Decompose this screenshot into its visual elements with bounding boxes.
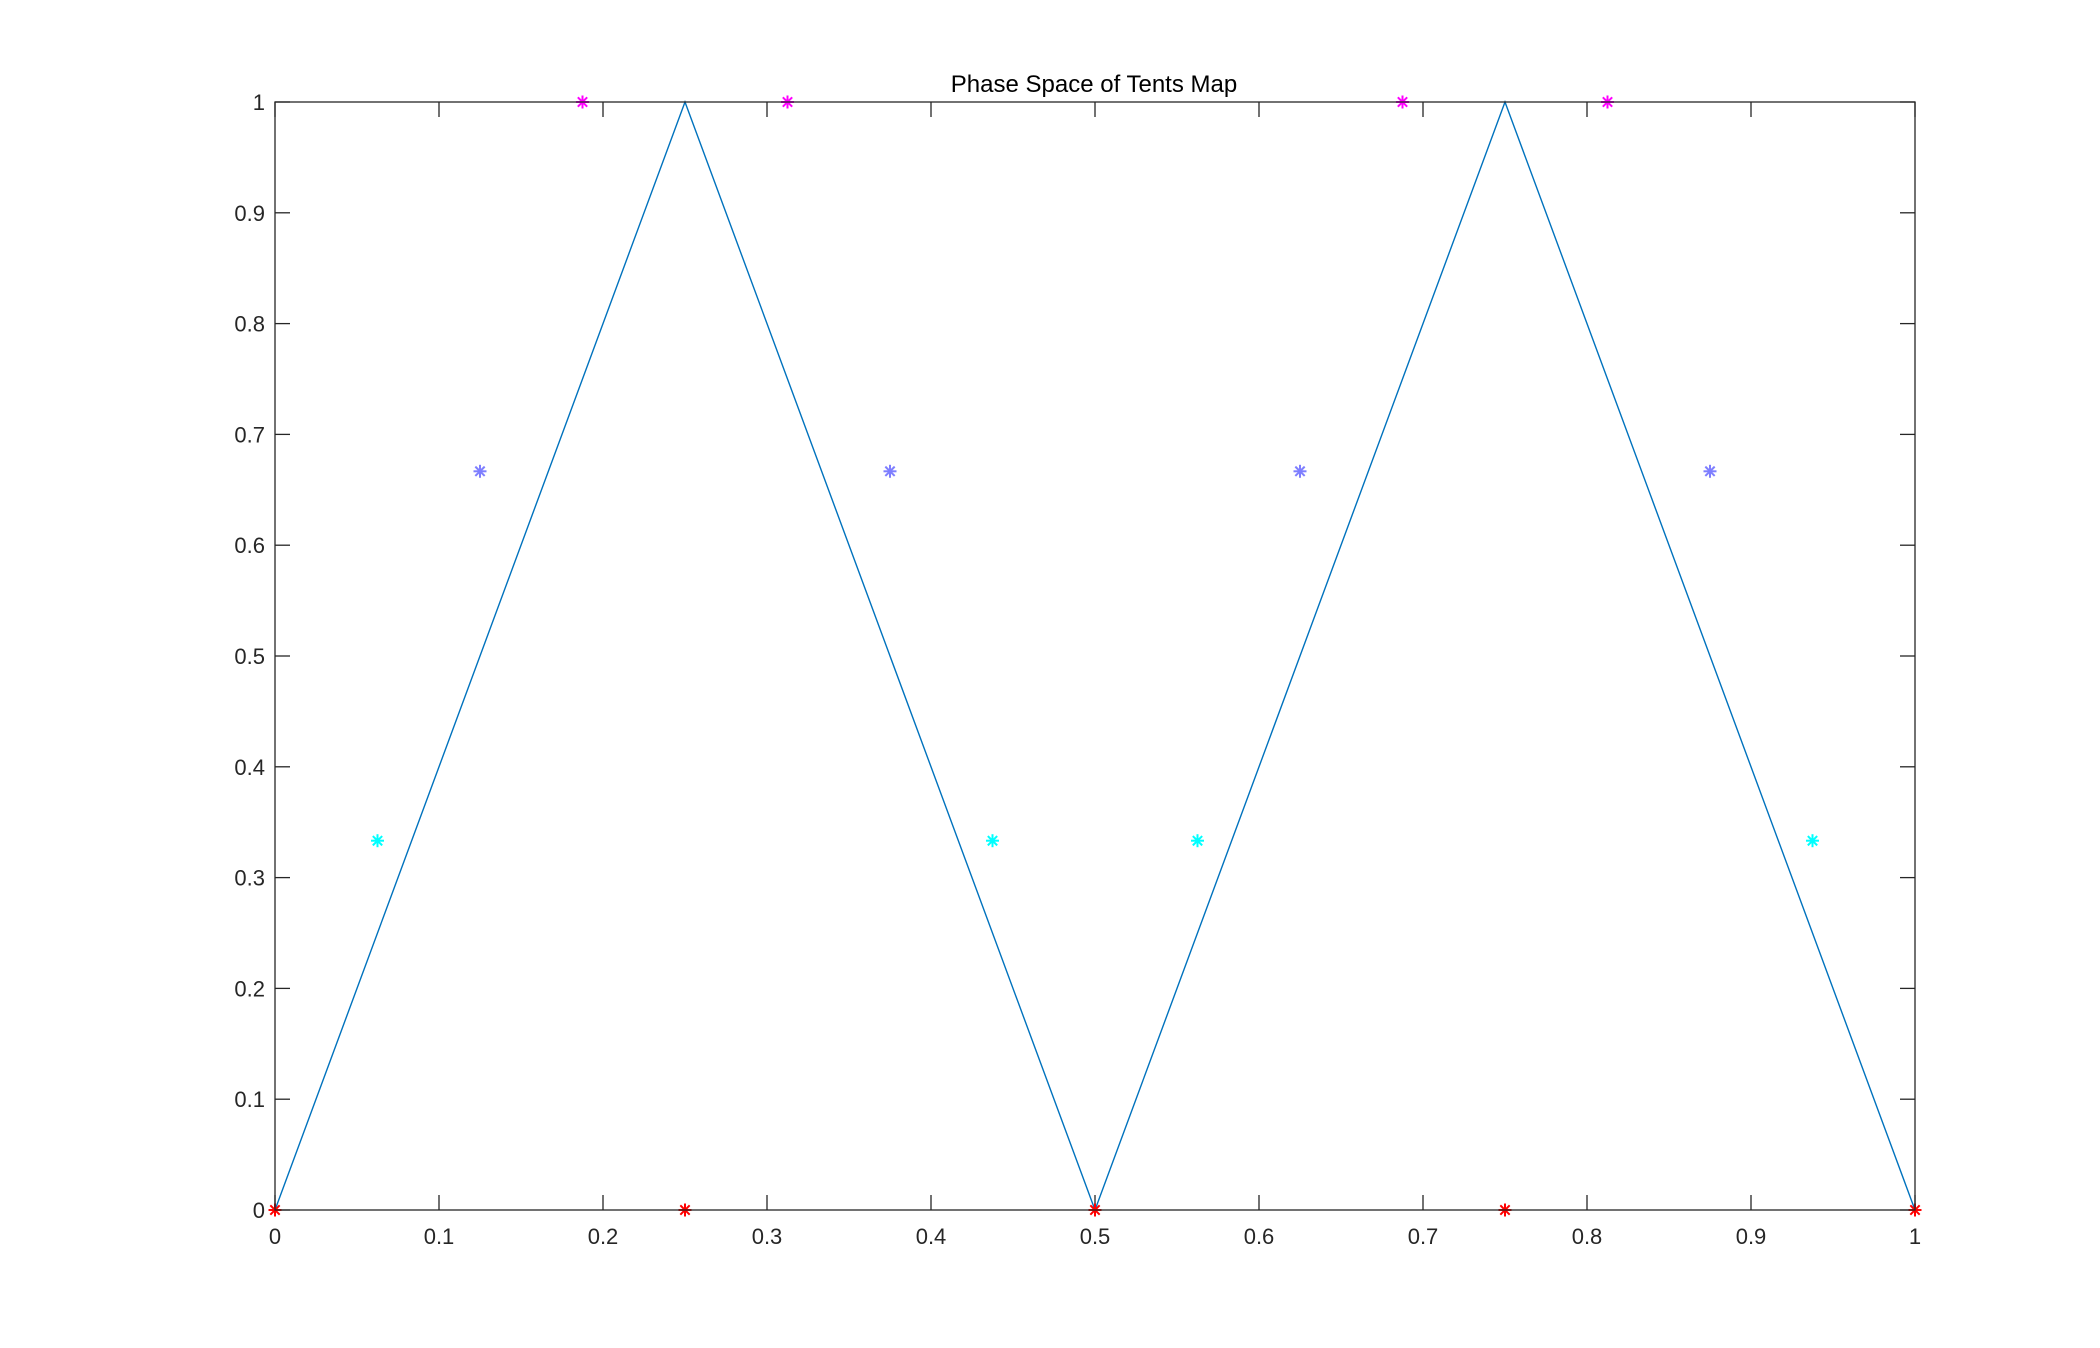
chart-title: Phase Space of Tents Map bbox=[951, 71, 1237, 98]
plot-area bbox=[275, 102, 1915, 1210]
x-tick-label: 0.2 bbox=[588, 1224, 619, 1249]
asterisk-marker bbox=[1703, 464, 1717, 478]
y-tick-label: 0.3 bbox=[234, 866, 265, 891]
asterisk-marker bbox=[1806, 834, 1819, 848]
asterisk-marker bbox=[473, 464, 487, 478]
y-tick-label: 0.5 bbox=[234, 644, 265, 669]
x-tick-label: 0.7 bbox=[1408, 1224, 1439, 1249]
y-tick-label: 0.2 bbox=[234, 976, 265, 1001]
asterisk-marker bbox=[371, 834, 384, 848]
y-tick-label: 0 bbox=[253, 1198, 265, 1223]
asterisk-marker bbox=[883, 464, 897, 478]
asterisk-marker bbox=[1293, 464, 1307, 478]
asterisk-marker bbox=[986, 834, 999, 848]
x-tick-labels: 0 0.1 0.2 0.3 0.4 0.5 0.6 0.7 0.8 0.9 1 bbox=[269, 1224, 1921, 1249]
y-tick-label: 0.9 bbox=[234, 201, 265, 226]
y-tick-label: 0.1 bbox=[234, 1087, 265, 1112]
x-tick-label: 0.6 bbox=[1244, 1224, 1275, 1249]
y-tick-label: 0.7 bbox=[234, 422, 265, 447]
y-tick-label: 0.4 bbox=[234, 755, 265, 780]
axes-box bbox=[274, 101, 1916, 1211]
x-tick-label: 0.5 bbox=[1080, 1224, 1111, 1249]
y-tick-labels: 0 0.1 0.2 0.3 0.4 0.5 0.6 0.7 0.8 0.9 1 bbox=[234, 90, 265, 1223]
x-tick-label: 1 bbox=[1909, 1224, 1921, 1249]
x-tick-label: 0.9 bbox=[1736, 1224, 1767, 1249]
x-tick-label: 0.3 bbox=[752, 1224, 783, 1249]
x-tick-label: 0.8 bbox=[1572, 1224, 1603, 1249]
y-tick-label: 0.6 bbox=[234, 533, 265, 558]
x-tick-label: 0.1 bbox=[424, 1224, 455, 1249]
asterisk-marker bbox=[1191, 834, 1204, 848]
x-tick-label: 0 bbox=[269, 1224, 281, 1249]
x-tick-label: 0.4 bbox=[916, 1224, 947, 1249]
y-tick-label: 0.8 bbox=[234, 312, 265, 337]
y-tick-label: 1 bbox=[253, 90, 265, 115]
